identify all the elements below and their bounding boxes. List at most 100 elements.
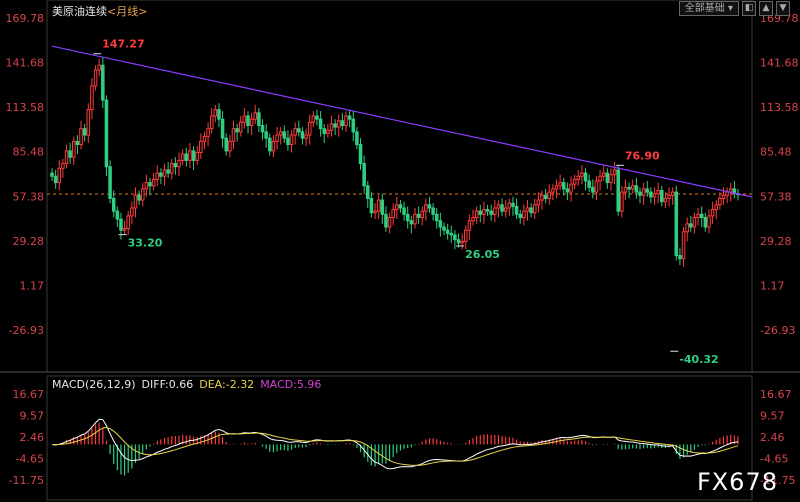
candle-body: [413, 213, 417, 225]
candle-body: [311, 115, 316, 123]
price-tick-left: 141.68: [6, 57, 45, 70]
candle-body: [478, 210, 483, 215]
candle-body: [351, 118, 356, 133]
candle-body: [587, 180, 591, 188]
candle-body: [220, 118, 225, 139]
candle-body: [627, 186, 631, 190]
candle-body: [166, 169, 170, 174]
candle-body: [318, 118, 323, 130]
candle-body: [224, 137, 228, 152]
candle-body: [554, 185, 559, 190]
up-arrow-icon[interactable]: ▲: [759, 1, 773, 16]
candle-body: [511, 202, 515, 207]
period-selector[interactable]: <月线>: [107, 5, 148, 18]
candle-body: [355, 131, 359, 146]
candle-body: [282, 131, 287, 139]
candle-body: [714, 204, 718, 211]
candle-body: [242, 115, 247, 123]
macd-params: MACD(26,12,9): [52, 378, 136, 391]
candle-body: [347, 115, 352, 120]
candle-body: [416, 213, 421, 218]
price-tick-right: 57.38: [760, 190, 792, 203]
diff-line: [51, 418, 739, 470]
candle-body: [674, 191, 679, 257]
candle-body: [286, 137, 290, 146]
candle-body: [184, 153, 189, 161]
descending-trendline: [51, 45, 752, 198]
annotation-label: 76.90: [625, 149, 660, 162]
candle-body: [431, 207, 435, 215]
annotation-label: 33.20: [128, 237, 163, 250]
candle-body: [649, 191, 653, 198]
candle-body: [333, 123, 337, 128]
macd-histogram: [55, 422, 739, 476]
candle-body: [373, 210, 377, 214]
candle-body: [681, 231, 686, 260]
candle-body: [634, 185, 639, 193]
candle-body: [93, 69, 98, 87]
candle-body: [616, 169, 620, 212]
candle-body: [315, 115, 319, 120]
extreme-annotations: 147.27 33.20 26.05 76.90 -40.32: [93, 38, 719, 366]
candle-body: [366, 185, 370, 199]
price-tick-left: 85.48: [13, 146, 45, 159]
candle-body: [170, 163, 174, 174]
candle-body: [213, 109, 218, 117]
price-tick-left: -26.93: [9, 324, 44, 337]
dea-line: [51, 427, 739, 466]
candle-body: [474, 210, 479, 218]
candle-body: [710, 209, 715, 217]
candle-body: [543, 194, 548, 199]
macd-tick-right: -4.65: [760, 453, 788, 466]
candle-body: [598, 175, 602, 182]
toolbar: 全部基础 ▾ ◧ ▲ ▼: [678, 1, 790, 16]
candle-body: [456, 239, 461, 244]
diff-value: DIFF:0.66: [141, 378, 194, 391]
candle-body: [536, 199, 541, 206]
candle-body: [391, 209, 395, 218]
candle-body: [424, 204, 428, 212]
candle-body: [108, 166, 112, 199]
candle-body: [656, 190, 660, 195]
candle-body: [322, 128, 326, 134]
candle-body: [209, 115, 214, 130]
macd-tick-left: 9.57: [20, 409, 45, 422]
candle-body: [518, 213, 522, 218]
candle-body: [173, 163, 178, 168]
candle-body: [144, 182, 149, 190]
candle-body: [238, 121, 243, 133]
candle-body: [427, 204, 432, 209]
chart-settings-icon[interactable]: ◧: [742, 1, 756, 16]
candle-body: [652, 193, 657, 198]
candle-body: [257, 112, 261, 127]
macd-value: MACD:5.96: [260, 378, 322, 391]
candle-body: [692, 216, 697, 228]
candle-body: [507, 202, 512, 209]
candle-body: [61, 163, 65, 169]
candle-body: [438, 220, 443, 228]
annotation-label: 147.27: [102, 38, 144, 51]
candle-body: [696, 213, 700, 218]
candle-body: [115, 210, 120, 220]
basic-dropdown[interactable]: 全部基础 ▾: [678, 1, 739, 16]
candle-body: [297, 128, 301, 133]
candle-body: [464, 229, 468, 242]
annotation-label: 26.05: [465, 248, 500, 261]
candle-body: [72, 140, 76, 158]
candle-body: [612, 169, 617, 176]
candle-body: [685, 223, 689, 233]
candle-body: [148, 182, 152, 187]
candle-body: [249, 118, 254, 127]
candle-body: [344, 115, 348, 127]
candle-body: [623, 186, 628, 193]
candle-body: [188, 150, 192, 161]
macd-legend: MACD(26,12,9) DIFF:0.66 DEA:-2.32 MACD:5…: [52, 378, 321, 391]
candle-body: [264, 131, 268, 139]
down-arrow-icon[interactable]: ▼: [776, 1, 790, 16]
price-tick-right: 1.17: [760, 279, 785, 292]
macd-tick-left: 2.46: [20, 431, 45, 444]
candle-body: [231, 128, 236, 142]
candle-body: [667, 194, 671, 199]
candle-body: [532, 204, 537, 214]
